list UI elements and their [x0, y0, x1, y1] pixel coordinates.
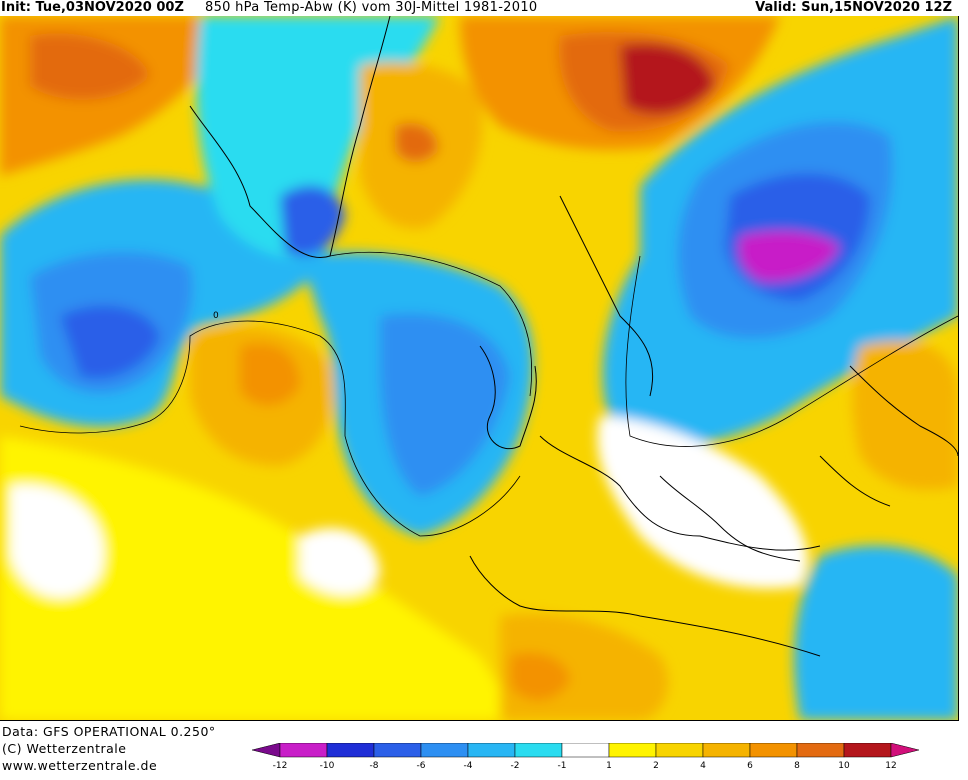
anomaly-map: 0 — [0, 16, 959, 721]
zero-contours — [19, 251, 958, 537]
legend-bin — [890, 743, 920, 758]
legend-bin — [702, 743, 751, 758]
legend-tick-label: -12 — [273, 761, 288, 771]
legend-tick-label: 10 — [838, 761, 850, 771]
legend-bin — [373, 743, 422, 758]
contour-label-zero: 0 — [213, 311, 219, 321]
legend-bin — [326, 743, 375, 758]
legend-tick-label: 1 — [606, 761, 612, 771]
legend-tick-label: -8 — [370, 761, 379, 771]
legend-bin — [251, 743, 281, 758]
legend-tick-label: 4 — [700, 761, 706, 771]
map-title: 850 hPa Temp-Abw (K) vom 30J-Mittel 1981… — [205, 0, 538, 15]
valid-time: Valid: Sun,15NOV2020 12Z — [755, 0, 952, 15]
legend-bin — [420, 743, 469, 758]
website-url: www.wetterzentrale.de — [2, 758, 158, 773]
copyright: (C) Wetterzentrale — [2, 741, 127, 756]
legend-tick-label: -4 — [464, 761, 473, 771]
legend-tick-label: -10 — [320, 761, 335, 771]
legend-bin — [608, 743, 657, 758]
legend-tick-label: -2 — [511, 761, 520, 771]
legend-bin — [655, 743, 704, 758]
legend-bin — [467, 743, 516, 758]
legend-bin — [843, 743, 892, 758]
legend-tick-label: 6 — [747, 761, 753, 771]
legend-bin — [796, 743, 845, 758]
legend-bin — [279, 743, 328, 758]
map-canvas: 0 — [0, 16, 958, 720]
anomaly-fields — [0, 16, 958, 720]
legend-bins — [251, 743, 920, 758]
legend-bin — [514, 743, 563, 758]
chart-header: Init: Tue,03NOV2020 00Z 850 hPa Temp-Abw… — [0, 0, 968, 16]
legend-tick-label: 8 — [794, 761, 800, 771]
legend-bin — [749, 743, 798, 758]
init-time: Init: Tue,03NOV2020 00Z — [1, 0, 184, 15]
legend-bin — [561, 743, 610, 758]
legend-tick-label: 2 — [653, 761, 659, 771]
legend-tick-label: 12 — [885, 761, 896, 771]
credits: Data: GFS OPERATIONAL 0.250° (C) Wetterz… — [2, 723, 216, 774]
chart-footer: Data: GFS OPERATIONAL 0.250° (C) Wetterz… — [0, 721, 968, 780]
legend-ticks: -12 -10 -8 -6 -4 -2 -1 1 2 4 6 8 10 12 — [273, 761, 897, 771]
legend-tick-label: -6 — [417, 761, 426, 771]
legend-tick-label: -1 — [558, 761, 567, 771]
data-source: Data: GFS OPERATIONAL 0.250° — [2, 724, 216, 739]
color-legend: -12 -10 -8 -6 -4 -2 -1 1 2 4 6 8 10 12 — [251, 743, 920, 771]
